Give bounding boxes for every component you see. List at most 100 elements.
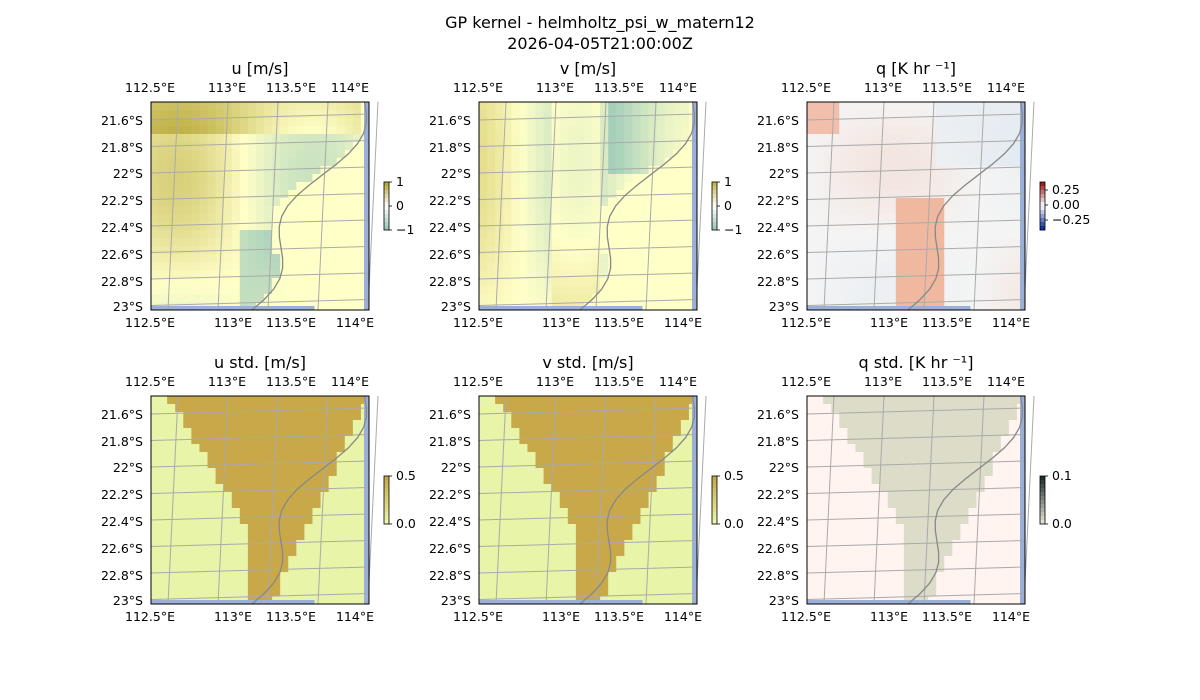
heatmap-cell [855,294,864,303]
heatmap-cell [328,230,338,239]
heatmap-cell [479,580,488,589]
x-tick-label: 114°E [664,609,702,624]
heatmap-cell [984,428,994,437]
heatmap-cell [352,468,362,477]
heatmap-cell [527,492,536,501]
heatmap-cell [352,460,362,469]
heatmap-cell [992,294,1002,303]
heatmap-cell [863,294,872,303]
heatmap-cell [151,556,160,565]
heatmap-cell [823,476,832,485]
heatmap-cell [879,150,889,159]
heatmap-cell [920,286,929,295]
heatmap-cell [831,460,840,469]
heatmap-cell [519,412,528,421]
heatmap-cell [592,452,601,461]
heatmap-cell [1000,556,1010,565]
heatmap-cell [616,134,625,143]
colorbar-segment [712,190,717,195]
heatmap-cell [344,118,354,127]
heatmap-cell [911,516,921,525]
heatmap-cell [1008,150,1018,159]
heatmap-cell [207,102,216,111]
heatmap-cell [984,206,994,215]
heatmap-cell [296,572,305,581]
grid-line [317,101,329,311]
heatmap-cell [535,294,544,303]
heatmap-cell [239,516,249,525]
heatmap-cell [296,102,305,111]
heatmap-cell [1008,166,1018,175]
heatmap-cell [656,404,666,413]
heatmap-cell [159,158,168,167]
heatmap-cell [264,198,273,207]
heatmap-cell [815,524,824,533]
colorbar-segment [712,206,717,211]
heatmap-cell [992,254,1002,263]
heatmap-cell [664,254,674,263]
heatmap-cell [895,428,905,437]
heatmap-cell [167,206,176,215]
heatmap-cell [839,142,848,151]
heatmap-cell [215,214,225,223]
grid-line [150,113,370,121]
heatmap-cell [624,166,633,175]
heatmap-cell [159,540,168,549]
heatmap-cell [952,166,961,175]
heatmap-cell [151,214,160,223]
heatmap-cell [151,230,160,239]
heatmap-cell [823,588,832,597]
heatmap-cell [839,294,848,303]
heatmap-cell [344,270,354,279]
heatmap-cell [503,278,512,287]
heatmap-cell [159,468,168,477]
heatmap-cell [640,206,649,215]
heatmap-cell [847,206,856,215]
heatmap-cell [583,428,593,437]
grid-line [806,272,1026,280]
heatmap-cell [231,396,241,405]
heatmap-cell [672,460,682,469]
heatmap-cell [215,294,225,303]
heatmap-cell [543,166,553,175]
heatmap-cell [871,548,881,557]
heatmap-cell [231,564,241,573]
heatmap-cell [559,476,569,485]
heatmap-cell [608,436,617,445]
heatmap-cell [976,110,986,119]
heatmap-cell [807,540,816,549]
heatmap-cell [624,222,633,231]
heatmap-cell [551,572,561,581]
heatmap-cell [839,444,848,453]
heatmap-cell [1000,278,1010,287]
heatmap-cell [920,444,929,453]
heatmap-cell [312,238,321,247]
heatmap-cell [304,238,313,247]
heatmap-cell [887,420,897,429]
heatmap-cell [567,118,577,127]
heatmap-cell [336,246,346,255]
heatmap-cell [807,396,816,405]
heatmap-cell [624,428,633,437]
heatmap-cell [255,396,265,405]
heatmap-cell [592,476,601,485]
heatmap-cell [255,476,265,485]
heatmap-cell [656,588,666,597]
heatmap-cells [479,102,698,311]
heatmap-cell [624,134,633,143]
colorbar-tick-label: −1 [724,222,742,237]
colorbar-segment [384,508,389,513]
heatmap-cell [944,468,953,477]
heatmap-cell [479,102,488,111]
heatmap-cell [871,182,881,191]
heatmap-cell [535,500,544,509]
heatmap-cell [288,174,297,183]
heatmap-cell [288,222,297,231]
heatmap-cell [815,572,824,581]
heatmap-cell [887,548,897,557]
heatmap-cell [207,262,216,271]
heatmap-cell [304,524,313,533]
heatmap-cell [255,484,265,493]
heatmap-cell [952,246,961,255]
grid-line [478,219,698,227]
